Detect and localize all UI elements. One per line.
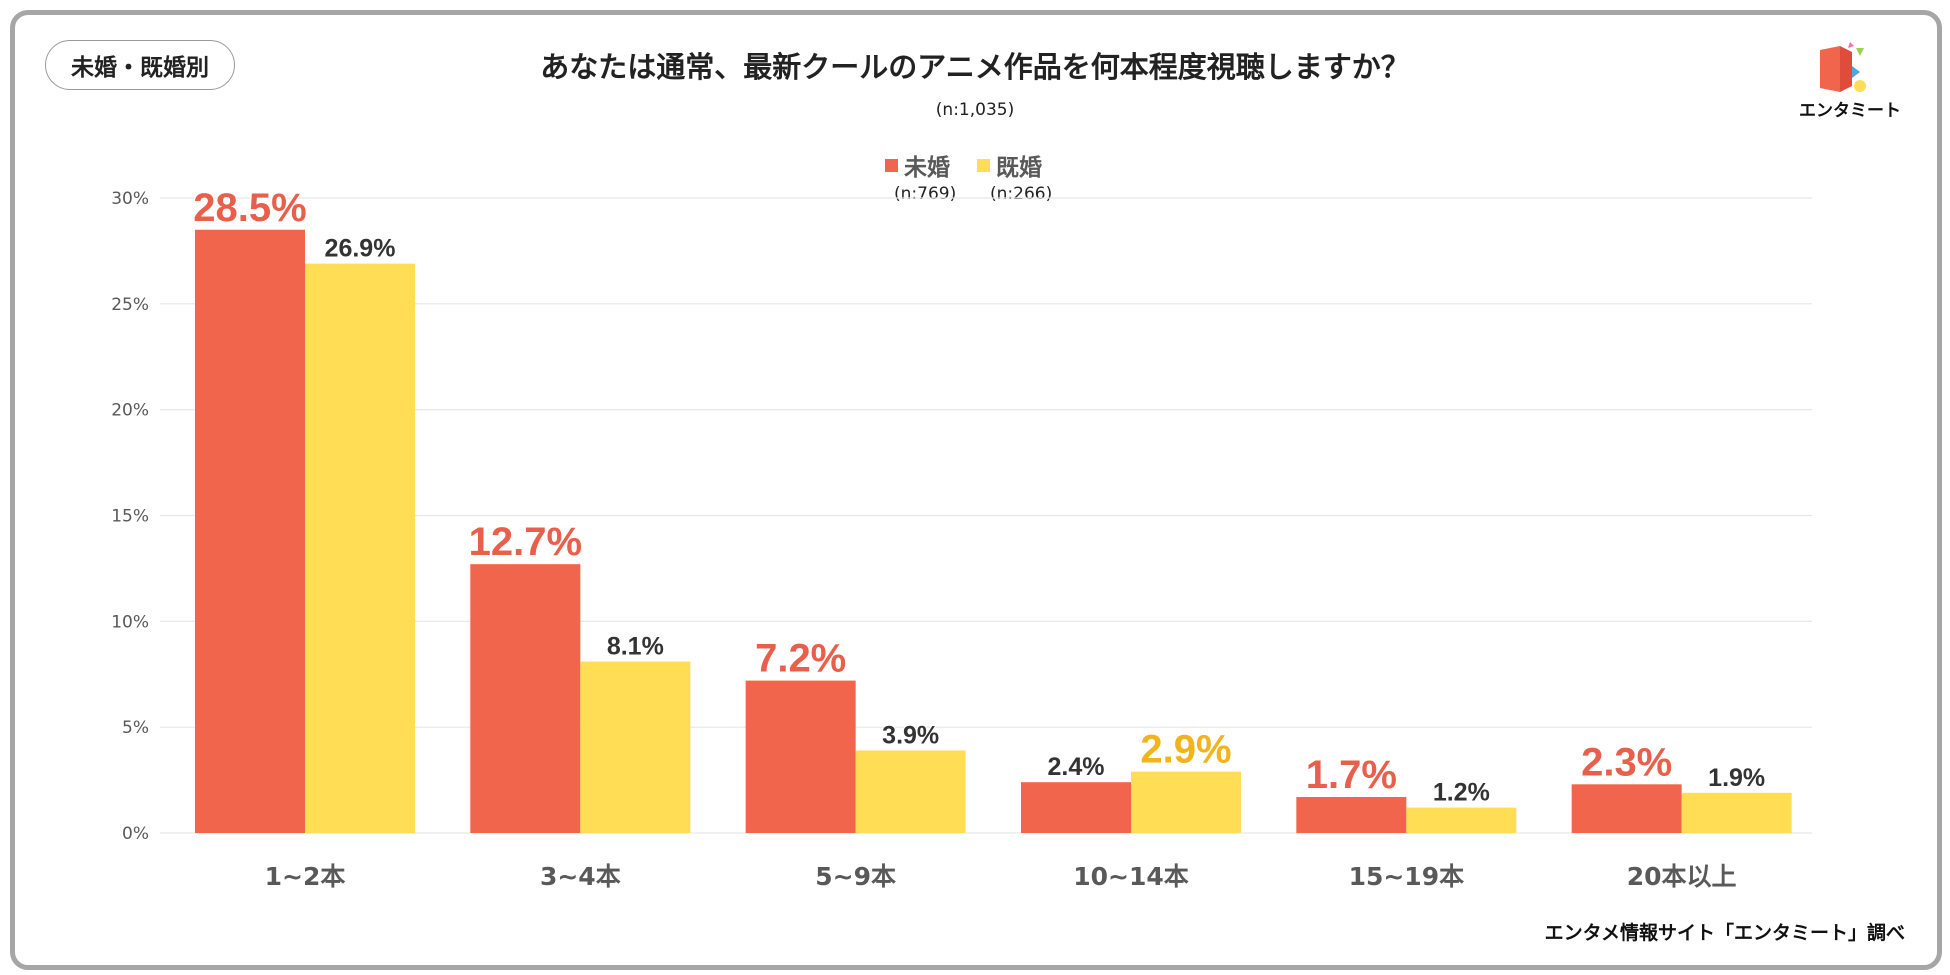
bar-married [1131,771,1241,833]
x-tick-label: 3~4本 [540,862,621,891]
chart-subtitle: (n:1,035) [935,100,1015,120]
legend-n-married: (n:266) [990,184,1053,204]
x-tick-label: 10~14本 [1073,862,1189,891]
logo-wordmark: エンタミート [1799,101,1901,121]
segment-badge: 未婚・既婚別 [45,40,235,90]
x-tick-label: 5~9本 [815,862,896,891]
data-label-unmarried: 12.7% [469,520,582,564]
y-tick-label: 5% [122,718,149,738]
source-note: エンタメ情報サイト「エンタミート」調べ [1544,922,1905,944]
y-tick-label: 20% [111,401,149,421]
y-tick-label: 25% [111,295,149,315]
x-tick-label: 15~19本 [1349,862,1465,891]
data-label-married: 1.9% [1708,764,1765,792]
bar-married [580,661,691,833]
bar-unmarried [1571,784,1682,833]
y-tick-label: 10% [111,612,149,632]
data-label-married: 1.2% [1433,779,1490,807]
bar-unmarried [195,229,305,833]
legend-label-unmarried: 未婚 [904,155,950,181]
data-label-married: 2.9% [1140,728,1231,772]
legend: 未婚 (n:769) 既婚 (n:266) [880,148,1080,208]
data-label-unmarried: 2.4% [1048,753,1105,781]
legend-n-unmarried: (n:769) [894,184,957,204]
bar-unmarried [1021,782,1131,833]
legend-swatch-married [977,158,990,172]
data-label-married: 8.1% [607,633,664,661]
legend-label-married: 既婚 [996,155,1042,181]
bar-married [305,263,415,833]
bar-unmarried [470,564,581,833]
chart-title: あなたは通常、最新クールのアニメ作品を何本程度視聴しますか？ [540,50,1410,84]
bar-unmarried [1296,797,1407,833]
x-tick-label: 20本以上 [1627,862,1737,891]
data-label-unmarried: 28.5% [193,186,306,230]
legend-swatch-unmarried [885,158,898,172]
data-label-married: 26.9% [325,235,396,263]
bar-unmarried [745,680,856,833]
bar-married [1406,807,1517,833]
bar-married [855,750,966,833]
bar-married [1681,792,1792,833]
data-label-married: 3.9% [882,721,939,749]
data-label-unmarried: 1.7% [1306,753,1397,797]
legend-item-married: 既婚 [977,148,1042,182]
y-tick-label: 0% [122,824,149,844]
y-tick-label: 15% [111,507,149,527]
data-label-unmarried: 2.3% [1581,740,1672,784]
x-tick-label: 1~2本 [265,862,346,891]
entameet-logo-icon [1820,42,1866,92]
y-tick-label: 30% [111,189,149,209]
data-label-unmarried: 7.2% [755,637,846,681]
legend-item-unmarried: 未婚 [885,148,950,182]
